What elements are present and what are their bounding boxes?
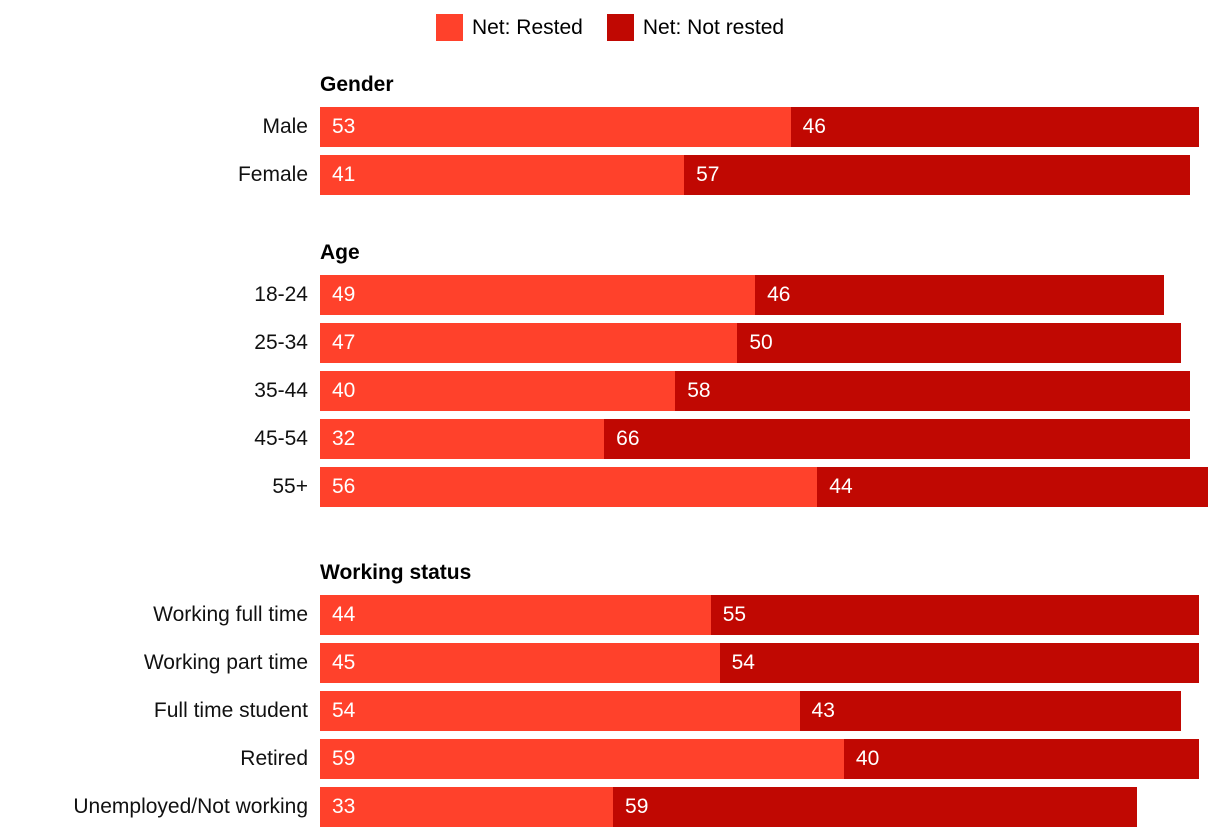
bar-track: 41 57 [320, 155, 1208, 195]
group-title: Gender [320, 73, 394, 96]
bar-chart: Gender Male 53 46 Female 41 57 Age 18-24 49 46 25-3… [0, 73, 1220, 827]
bar-value-label: 46 [767, 283, 791, 306]
bar-segment-rested: 47 [320, 323, 738, 363]
bar-row: Female 41 57 [0, 155, 1220, 195]
bar-segment-rested: 33 [320, 787, 614, 827]
bar-segment-not_rested: 58 [675, 371, 1191, 411]
bar-row: 18-24 49 46 [0, 275, 1220, 315]
bar-value-label: 40 [332, 379, 356, 402]
bar-track: 40 58 [320, 371, 1208, 411]
bar-value-label: 55 [722, 603, 747, 626]
group-title: Age [320, 241, 360, 264]
bar-segment-rested: 44 [320, 595, 711, 635]
bar-track: 53 46 [320, 107, 1208, 147]
bar-row: 25-34 47 50 [0, 323, 1220, 363]
bar-track: 59 40 [320, 739, 1208, 779]
bar-row: 35-44 40 58 [0, 371, 1220, 411]
bar-row: Unemployed/Not working 33 59 [0, 787, 1220, 827]
legend-item-not-rested: Net: Not rested [606, 13, 785, 41]
chart-group: Gender Male 53 46 Female 41 57 [0, 73, 1220, 195]
bar-segment-rested: 56 [320, 467, 818, 507]
bar-segment-rested: 45 [320, 643, 720, 683]
bar-value-label: 56 [332, 475, 356, 498]
bar-row: 45-54 32 66 [0, 419, 1220, 459]
chart-group: Age 18-24 49 46 25-34 47 50 35-44 40 58 45-54 32 66 5… [0, 241, 1220, 507]
legend: Net: Rested Net: Not rested [0, 0, 1220, 41]
bar-segment-not_rested: 40 [843, 739, 1200, 779]
bar-track: 44 55 [320, 595, 1208, 635]
bar-value-label: 58 [687, 379, 711, 402]
legend-swatch-not-rested-icon [606, 13, 634, 41]
bar-track: 45 54 [320, 643, 1208, 683]
bar-segment-not_rested: 50 [737, 323, 1182, 363]
bar-value-label: 66 [616, 427, 640, 450]
bar-row: Male 53 46 [0, 107, 1220, 147]
bar-segment-rested: 53 [320, 107, 791, 147]
legend-swatch-rested-icon [435, 13, 463, 41]
bar-value-label: 49 [332, 283, 356, 306]
bar-row: Retired 59 40 [0, 739, 1220, 779]
category-label: Working full time [153, 603, 308, 626]
bar-value-label: 59 [625, 795, 649, 818]
category-label: Working part time [143, 651, 308, 674]
category-label: Full time student [153, 699, 308, 722]
bar-value-label: 54 [731, 651, 755, 674]
bar-segment-rested: 49 [320, 275, 756, 315]
group-title: Working status [320, 561, 472, 584]
bar-segment-not_rested: 57 [684, 155, 1191, 195]
bar-value-label: 46 [802, 115, 826, 138]
category-label: Female [237, 163, 308, 186]
bar-value-label: 44 [332, 603, 356, 626]
bar-track: 49 46 [320, 275, 1208, 315]
bar-track: 56 44 [320, 467, 1208, 507]
category-label: 25-34 [254, 331, 308, 354]
category-label: 18-24 [254, 283, 308, 306]
legend-label-rested: Net: Rested [471, 15, 583, 39]
bar-value-label: 40 [855, 747, 880, 770]
bar-row: Working full time 44 55 [0, 595, 1220, 635]
category-label: Retired [240, 747, 308, 770]
bar-track: 32 66 [320, 419, 1208, 459]
bar-value-label: 50 [749, 331, 773, 354]
chart-group: Working status Working full time 44 55 Worki… [0, 561, 1220, 827]
bar-segment-rested: 41 [320, 155, 685, 195]
bar-track: 33 59 [320, 787, 1208, 827]
bar-value-label: 53 [332, 115, 356, 138]
bar-row: 55+ 56 44 [0, 467, 1220, 507]
bar-value-label: 41 [332, 163, 356, 186]
bar-value-label: 57 [696, 163, 720, 186]
bar-row: Full time student 54 43 [0, 691, 1220, 731]
bar-value-label: 43 [811, 699, 835, 722]
bar-value-label: 33 [332, 795, 356, 818]
bar-value-label: 44 [829, 475, 853, 498]
bar-segment-not_rested: 43 [799, 691, 1182, 731]
category-label: Male [262, 115, 308, 138]
bar-segment-rested: 59 [320, 739, 844, 779]
bar-segment-rested: 40 [320, 371, 676, 411]
legend-label-not-rested: Net: Not rested [642, 15, 785, 39]
bar-segment-rested: 32 [320, 419, 605, 459]
bar-segment-rested: 54 [320, 691, 800, 731]
bar-value-label: 59 [332, 747, 356, 770]
bar-value-label: 54 [332, 699, 356, 722]
bar-value-label: 45 [332, 651, 356, 674]
bar-segment-not_rested: 55 [710, 595, 1200, 635]
category-label: 35-44 [254, 379, 308, 402]
bar-value-label: 32 [332, 427, 356, 450]
category-label: Unemployed/Not working [73, 795, 308, 818]
bar-value-label: 47 [332, 331, 356, 354]
bar-segment-not_rested: 59 [613, 787, 1137, 827]
legend-item-rested: Net: Rested [435, 13, 583, 41]
bar-segment-not_rested: 54 [719, 643, 1200, 683]
bar-segment-not_rested: 44 [817, 467, 1208, 507]
category-label: 55+ [272, 475, 308, 498]
bar-track: 54 43 [320, 691, 1208, 731]
category-label: 45-54 [254, 427, 308, 450]
bar-row: Working part time 45 54 [0, 643, 1220, 683]
bar-segment-not_rested: 66 [604, 419, 1191, 459]
bar-track: 47 50 [320, 323, 1208, 363]
bar-segment-not_rested: 46 [790, 107, 1200, 147]
bar-segment-not_rested: 46 [755, 275, 1164, 315]
